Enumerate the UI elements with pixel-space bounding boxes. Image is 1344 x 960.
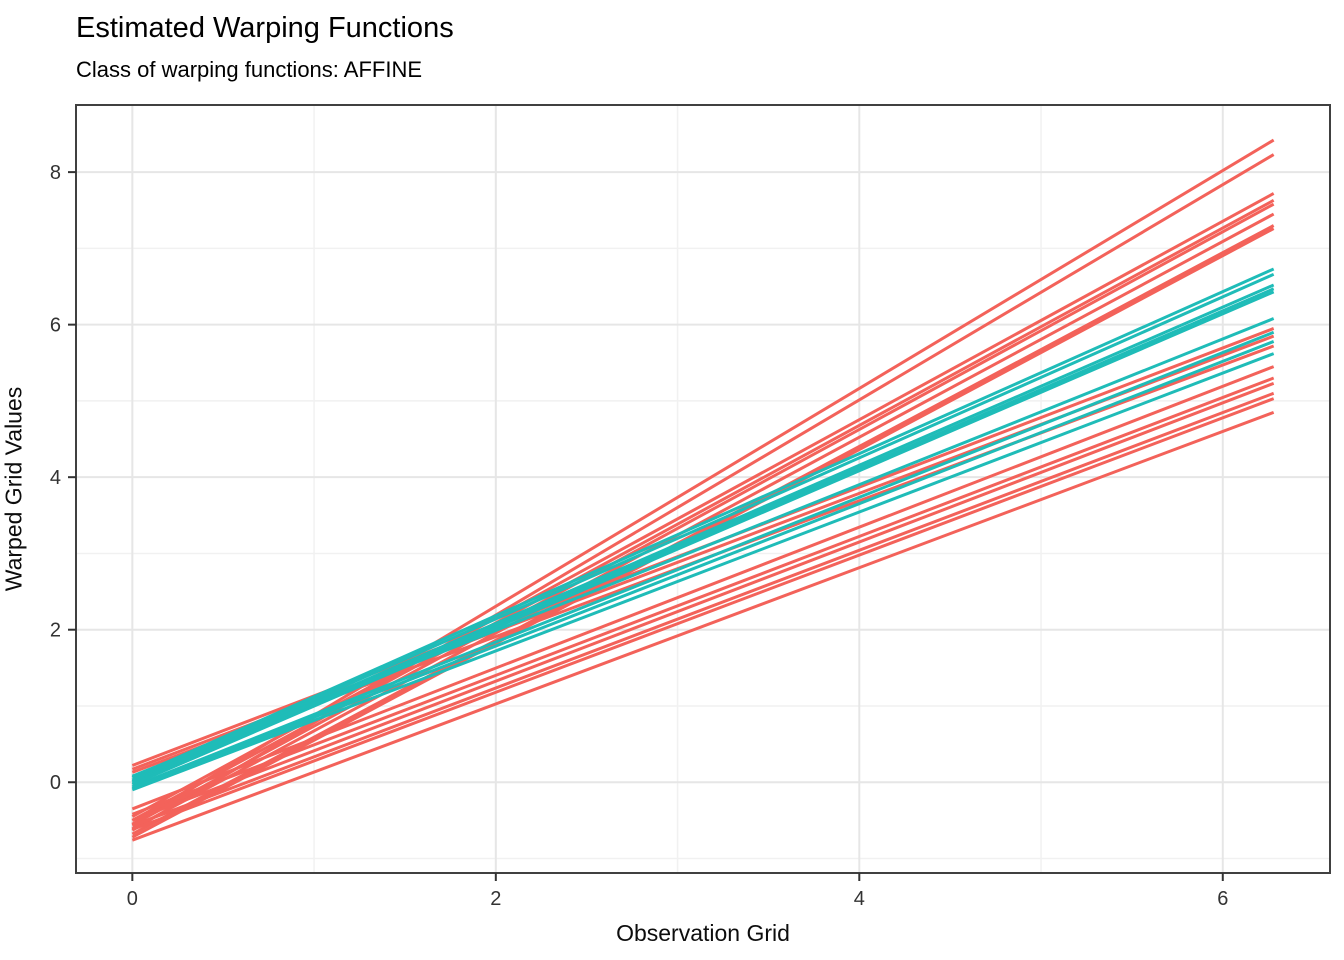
chart-subtitle: Class of warping functions: AFFINE <box>76 57 423 82</box>
warping-line-red <box>131 224 1275 836</box>
warping-line-teal <box>131 267 1275 780</box>
x-axis-title: Observation Grid <box>616 920 790 946</box>
y-tick-label: 6 <box>50 315 61 337</box>
warping-line-red <box>131 381 1275 822</box>
axis-ticks <box>68 171 1224 881</box>
x-tick-label: 0 <box>127 888 138 910</box>
y-tick-label: 4 <box>50 467 61 489</box>
x-tick-label: 6 <box>1217 888 1228 910</box>
x-tick-label: 2 <box>490 888 501 910</box>
warping-line-teal <box>131 290 1275 786</box>
warping-line-red <box>131 376 1275 816</box>
warping-line-red <box>131 410 1275 842</box>
warping-line-teal <box>131 330 1275 789</box>
plot-panel-border <box>75 104 1331 874</box>
y-tick-label: 2 <box>50 620 61 642</box>
warping-lines <box>131 138 1275 842</box>
warping-line-red <box>131 199 1275 822</box>
warping-line-teal <box>131 340 1275 790</box>
warping-line-red <box>131 202 1275 827</box>
warping-line-teal <box>131 352 1275 792</box>
warping-line-red <box>131 365 1275 811</box>
warping-line-red <box>131 212 1275 831</box>
axis-tick-labels: 0 2 4 6 0 2 4 6 8 <box>50 162 1228 910</box>
y-axis-title: Warped Grid Values <box>0 386 27 592</box>
x-tick-label: 4 <box>854 888 865 910</box>
warping-line-teal <box>131 272 1275 782</box>
warping-line-red <box>131 391 1275 828</box>
y-tick-label: 8 <box>50 162 61 184</box>
y-tick-label: 0 <box>50 772 61 794</box>
warping-line-red <box>131 397 1275 831</box>
chart-title: Estimated Warping Functions <box>76 12 454 44</box>
warping-line-teal <box>131 317 1275 778</box>
